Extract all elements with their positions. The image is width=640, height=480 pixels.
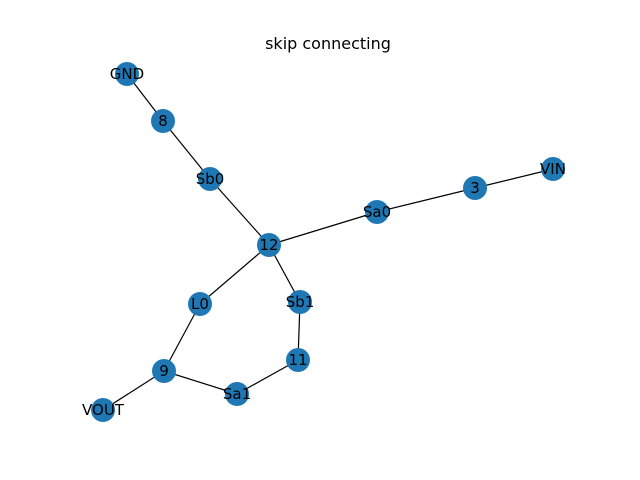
node-circle (152, 359, 176, 383)
node-circle (463, 176, 487, 200)
graph-title: skip connecting (265, 34, 391, 53)
node-9: 9 (152, 359, 176, 383)
node-label: Sb0 (196, 170, 225, 188)
edge-8-sb0 (162, 120, 211, 180)
node-vout: VOUT (82, 398, 125, 422)
node-3: 3 (463, 176, 487, 200)
node-label: VIN (540, 160, 566, 178)
node-circle (91, 398, 115, 422)
nodes-layer: GND 8 Sb0 12 Sa0 3 VIN L0 Sb1 11 9 Sa1 VOUT (82, 62, 566, 422)
node-sa1: Sa1 (223, 382, 251, 406)
node-circle (365, 200, 389, 224)
node-l0: L0 (188, 292, 212, 316)
node-circle (288, 290, 312, 314)
edge-12-sa0 (268, 211, 378, 246)
node-gnd: GND (110, 62, 144, 86)
node-circle (257, 233, 281, 257)
edge-sa1-9 (163, 370, 238, 395)
node-label: VOUT (82, 401, 125, 419)
node-circle (188, 292, 212, 316)
node-11: 11 (286, 348, 310, 372)
node-circle (286, 348, 310, 372)
node-label: Sa1 (223, 385, 251, 403)
node-label: Sb1 (286, 293, 315, 311)
node-sa0: Sa0 (363, 200, 391, 224)
node-vin: VIN (540, 157, 566, 181)
node-label: 12 (259, 236, 278, 254)
node-label: 3 (470, 179, 480, 197)
node-label: L0 (191, 295, 209, 313)
node-circle (198, 167, 222, 191)
edge-12-l0 (199, 244, 270, 305)
node-sb1: Sb1 (286, 290, 315, 314)
edge-sb0-12 (209, 178, 270, 246)
node-label: GND (110, 65, 144, 83)
edge-sa0-3 (376, 187, 476, 213)
node-sb0: Sb0 (196, 167, 225, 191)
node-12: 12 (257, 233, 281, 257)
node-circle (115, 62, 139, 86)
node-8: 8 (151, 109, 175, 133)
node-label: Sa0 (363, 203, 391, 221)
node-label: 11 (288, 351, 307, 369)
edge-9-vout (102, 370, 165, 411)
node-circle (151, 109, 175, 133)
edge-3-vin (474, 168, 554, 189)
node-circle (225, 382, 249, 406)
node-label: 8 (158, 112, 168, 130)
edge-9-l0 (163, 303, 201, 372)
node-label: 9 (159, 362, 169, 380)
node-circle (541, 157, 565, 181)
